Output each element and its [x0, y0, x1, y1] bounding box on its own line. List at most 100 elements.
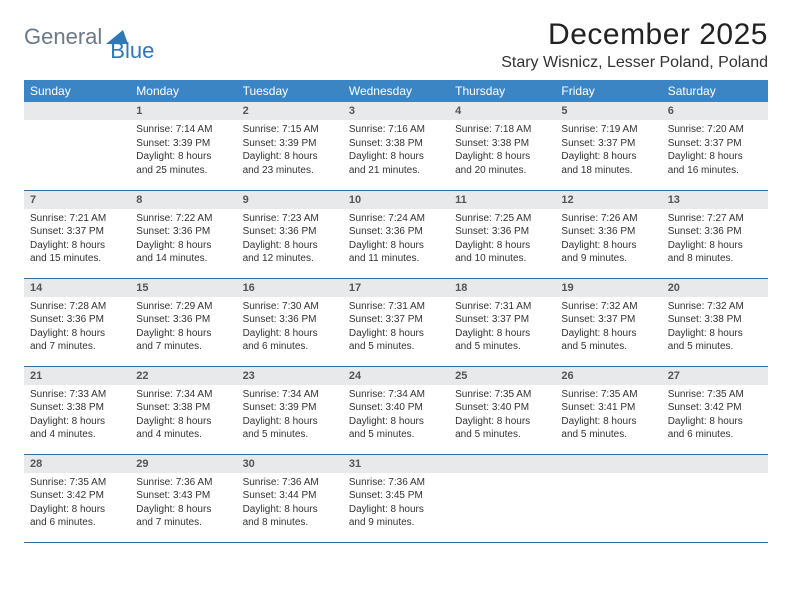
daylight-line: Daylight: 8 hours and 8 minutes. — [243, 503, 337, 530]
sunrise-line: Sunrise: 7:24 AM — [349, 212, 443, 226]
sunrise-line: Sunrise: 7:32 AM — [561, 300, 655, 314]
daylight-line: Daylight: 8 hours and 11 minutes. — [349, 239, 443, 266]
sunrise-line: Sunrise: 7:21 AM — [30, 212, 124, 226]
weekday-header: Sunday — [24, 80, 130, 102]
day-number: 26 — [555, 367, 661, 385]
daylight-line: Daylight: 8 hours and 25 minutes. — [136, 150, 230, 177]
sunset-line: Sunset: 3:43 PM — [136, 489, 230, 503]
sunset-line: Sunset: 3:36 PM — [561, 225, 655, 239]
day-number: 25 — [449, 367, 555, 385]
sunset-line: Sunset: 3:37 PM — [30, 225, 124, 239]
weekday-header: Wednesday — [343, 80, 449, 102]
day-info: Sunrise: 7:18 AMSunset: 3:38 PMDaylight:… — [449, 120, 555, 183]
daylight-line: Daylight: 8 hours and 5 minutes. — [243, 415, 337, 442]
sunset-line: Sunset: 3:36 PM — [349, 225, 443, 239]
sunset-line: Sunset: 3:44 PM — [243, 489, 337, 503]
sunset-line: Sunset: 3:39 PM — [136, 137, 230, 151]
daylight-line: Daylight: 8 hours and 6 minutes. — [30, 503, 124, 530]
sunrise-line: Sunrise: 7:34 AM — [243, 388, 337, 402]
day-number: 31 — [343, 455, 449, 473]
calendar-day-cell — [555, 454, 661, 542]
location-subtitle: Stary Wisnicz, Lesser Poland, Poland — [501, 54, 768, 72]
day-number: 18 — [449, 279, 555, 297]
sunset-line: Sunset: 3:38 PM — [30, 401, 124, 415]
calendar-day-cell: 10Sunrise: 7:24 AMSunset: 3:36 PMDayligh… — [343, 190, 449, 278]
daylight-line: Daylight: 8 hours and 6 minutes. — [243, 327, 337, 354]
day-number — [449, 455, 555, 473]
weekday-header: Saturday — [662, 80, 768, 102]
title-block: December 2025 Stary Wisnicz, Lesser Pola… — [501, 18, 768, 72]
weekday-header: Monday — [130, 80, 236, 102]
sunset-line: Sunset: 3:36 PM — [136, 313, 230, 327]
sunrise-line: Sunrise: 7:29 AM — [136, 300, 230, 314]
page-title: December 2025 — [501, 18, 768, 52]
calendar-day-cell: 14Sunrise: 7:28 AMSunset: 3:36 PMDayligh… — [24, 278, 130, 366]
day-info: Sunrise: 7:30 AMSunset: 3:36 PMDaylight:… — [237, 297, 343, 360]
sunset-line: Sunset: 3:36 PM — [455, 225, 549, 239]
day-info: Sunrise: 7:14 AMSunset: 3:39 PMDaylight:… — [130, 120, 236, 183]
daylight-line: Daylight: 8 hours and 15 minutes. — [30, 239, 124, 266]
day-number: 16 — [237, 279, 343, 297]
sunrise-line: Sunrise: 7:27 AM — [668, 212, 762, 226]
daylight-line: Daylight: 8 hours and 16 minutes. — [668, 150, 762, 177]
sunrise-line: Sunrise: 7:15 AM — [243, 123, 337, 137]
day-number: 1 — [130, 102, 236, 120]
calendar-day-cell: 24Sunrise: 7:34 AMSunset: 3:40 PMDayligh… — [343, 366, 449, 454]
day-number: 29 — [130, 455, 236, 473]
daylight-line: Daylight: 8 hours and 18 minutes. — [561, 150, 655, 177]
sunset-line: Sunset: 3:36 PM — [30, 313, 124, 327]
sunset-line: Sunset: 3:39 PM — [243, 137, 337, 151]
sunrise-line: Sunrise: 7:25 AM — [455, 212, 549, 226]
calendar-day-cell: 13Sunrise: 7:27 AMSunset: 3:36 PMDayligh… — [662, 190, 768, 278]
calendar-day-cell: 8Sunrise: 7:22 AMSunset: 3:36 PMDaylight… — [130, 190, 236, 278]
daylight-line: Daylight: 8 hours and 9 minutes. — [349, 503, 443, 530]
brand-word-2: Blue — [110, 38, 154, 64]
sunset-line: Sunset: 3:36 PM — [668, 225, 762, 239]
calendar-header-row: SundayMondayTuesdayWednesdayThursdayFrid… — [24, 80, 768, 102]
sunset-line: Sunset: 3:42 PM — [30, 489, 124, 503]
calendar-day-cell — [662, 454, 768, 542]
calendar-body: 1Sunrise: 7:14 AMSunset: 3:39 PMDaylight… — [24, 102, 768, 542]
daylight-line: Daylight: 8 hours and 20 minutes. — [455, 150, 549, 177]
day-number — [662, 455, 768, 473]
day-info: Sunrise: 7:20 AMSunset: 3:37 PMDaylight:… — [662, 120, 768, 183]
day-info: Sunrise: 7:32 AMSunset: 3:38 PMDaylight:… — [662, 297, 768, 360]
day-number: 5 — [555, 102, 661, 120]
day-number: 8 — [130, 191, 236, 209]
sunset-line: Sunset: 3:38 PM — [668, 313, 762, 327]
header: General Blue December 2025 Stary Wisnicz… — [24, 18, 768, 72]
calendar-day-cell: 12Sunrise: 7:26 AMSunset: 3:36 PMDayligh… — [555, 190, 661, 278]
sunrise-line: Sunrise: 7:28 AM — [30, 300, 124, 314]
sunset-line: Sunset: 3:40 PM — [349, 401, 443, 415]
day-number: 19 — [555, 279, 661, 297]
day-info: Sunrise: 7:29 AMSunset: 3:36 PMDaylight:… — [130, 297, 236, 360]
daylight-line: Daylight: 8 hours and 10 minutes. — [455, 239, 549, 266]
calendar-day-cell — [24, 102, 130, 190]
sunrise-line: Sunrise: 7:36 AM — [243, 476, 337, 490]
calendar-day-cell: 27Sunrise: 7:35 AMSunset: 3:42 PMDayligh… — [662, 366, 768, 454]
weekday-header: Thursday — [449, 80, 555, 102]
day-info: Sunrise: 7:33 AMSunset: 3:38 PMDaylight:… — [24, 385, 130, 448]
day-number: 6 — [662, 102, 768, 120]
day-number: 22 — [130, 367, 236, 385]
day-info: Sunrise: 7:15 AMSunset: 3:39 PMDaylight:… — [237, 120, 343, 183]
calendar-day-cell: 23Sunrise: 7:34 AMSunset: 3:39 PMDayligh… — [237, 366, 343, 454]
day-info: Sunrise: 7:36 AMSunset: 3:45 PMDaylight:… — [343, 473, 449, 536]
day-info: Sunrise: 7:32 AMSunset: 3:37 PMDaylight:… — [555, 297, 661, 360]
day-info: Sunrise: 7:21 AMSunset: 3:37 PMDaylight:… — [24, 209, 130, 272]
day-number: 7 — [24, 191, 130, 209]
day-number: 13 — [662, 191, 768, 209]
sunrise-line: Sunrise: 7:32 AM — [668, 300, 762, 314]
calendar-day-cell: 20Sunrise: 7:32 AMSunset: 3:38 PMDayligh… — [662, 278, 768, 366]
calendar-week-row: 7Sunrise: 7:21 AMSunset: 3:37 PMDaylight… — [24, 190, 768, 278]
sunset-line: Sunset: 3:36 PM — [243, 313, 337, 327]
calendar-day-cell: 28Sunrise: 7:35 AMSunset: 3:42 PMDayligh… — [24, 454, 130, 542]
day-number — [555, 455, 661, 473]
sunrise-line: Sunrise: 7:34 AM — [136, 388, 230, 402]
weekday-header: Friday — [555, 80, 661, 102]
calendar-day-cell: 21Sunrise: 7:33 AMSunset: 3:38 PMDayligh… — [24, 366, 130, 454]
calendar-week-row: 14Sunrise: 7:28 AMSunset: 3:36 PMDayligh… — [24, 278, 768, 366]
calendar-day-cell — [449, 454, 555, 542]
daylight-line: Daylight: 8 hours and 7 minutes. — [136, 327, 230, 354]
daylight-line: Daylight: 8 hours and 5 minutes. — [455, 415, 549, 442]
